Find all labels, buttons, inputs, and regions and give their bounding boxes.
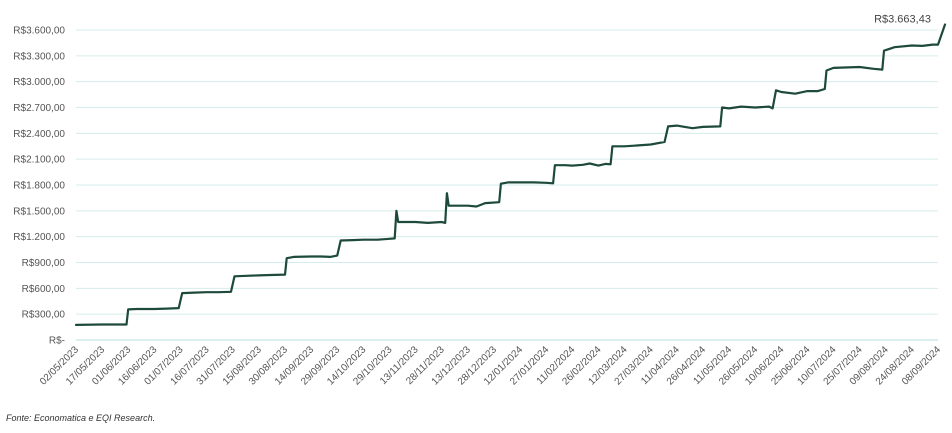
y-tick-label: R$2.100,00 (13, 155, 65, 166)
y-tick-label: R$3.000,00 (13, 77, 65, 88)
x-axis: 02/05/202317/05/202301/06/202316/06/2023… (38, 344, 943, 387)
series-line (74, 23, 947, 326)
series-group (74, 23, 947, 326)
y-tick-label: R$900,00 (22, 258, 66, 269)
gridlines (76, 29, 938, 341)
source-note: Fonte: Economatica e EQI Research. (6, 413, 156, 423)
y-tick-label: R$1.200,00 (13, 232, 65, 243)
y-tick-label: R$2.700,00 (13, 103, 65, 114)
y-tick-label: R$300,00 (22, 310, 66, 321)
y-axis: R$- R$300,00 R$600,00 R$900,00 R$1.200,00 R$1… (13, 26, 65, 347)
y-tick-label: R$2.400,00 (13, 129, 65, 140)
annotations: R$3.663,43 (874, 14, 931, 26)
y-tick-label: R$3.300,00 (13, 51, 65, 62)
y-tick-label: R$600,00 (22, 284, 66, 295)
end-value-label: R$3.663,43 (874, 14, 931, 26)
y-tick-label: R$1.500,00 (13, 206, 65, 217)
y-tick-label: R$1.800,00 (13, 181, 65, 192)
y-tick-label: R$3.600,00 (13, 26, 65, 37)
y-tick-label: R$- (49, 336, 65, 347)
